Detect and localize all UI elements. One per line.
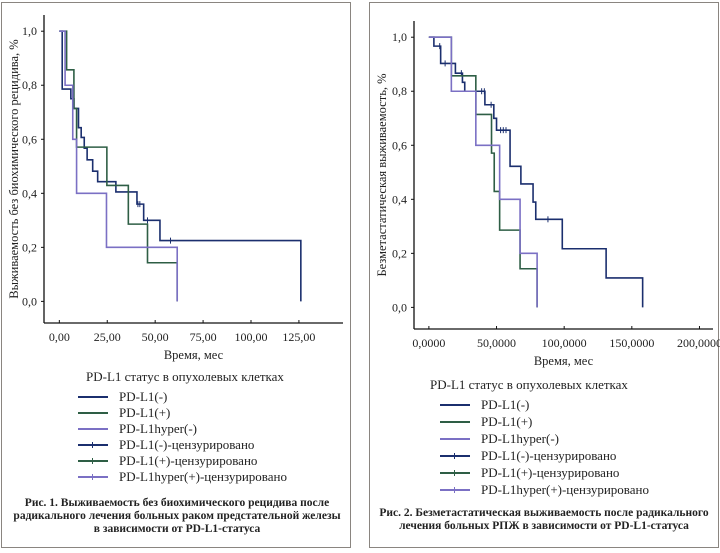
- legend-swatch: [440, 453, 470, 459]
- y-tick-label: 0,2: [22, 240, 37, 254]
- legend-swatch: [78, 474, 108, 480]
- y-tick-label: 0,2: [392, 246, 407, 260]
- figure-caption: Рис. 2. Безметастатическая выживаемость …: [379, 507, 709, 532]
- legend-swatch: [440, 470, 470, 476]
- km-curve-pd-l1-: [59, 30, 179, 302]
- legend-item-pdl1-neg-censored: PD-L1(-)-цензурировано: [440, 448, 616, 464]
- x-tick-label: 75,00: [190, 330, 217, 344]
- figure-caption: Рис. 1. Выживаемость без биохимического …: [13, 497, 341, 535]
- y-tick-label: 0,6: [22, 132, 37, 146]
- y-axis-title: Выживаемость без биохимического рецидива…: [7, 39, 21, 298]
- x-tick-label: 25,00: [94, 330, 121, 344]
- y-tick-label: 1,0: [22, 24, 37, 38]
- figure-2-panel: 0,0 0,2 0,4 0,6 0,8 1,0 0,0000 50,0000 100,0000 1…: [369, 2, 720, 548]
- x-axis-title: Время, мес: [164, 348, 224, 362]
- km-curve-pd-l1hyper-: [59, 30, 179, 302]
- y-tick-label: 0,6: [392, 138, 407, 152]
- y-tick-label: 0,4: [22, 186, 37, 200]
- km-chart-2: 0,0 0,2 0,4 0,6 0,8 1,0 0,0000 50,0000 100,0000 1…: [375, 21, 720, 368]
- legend-swatch: [440, 487, 470, 493]
- legend-swatch: [78, 396, 108, 398]
- y-tick-label: 0,0: [22, 294, 37, 308]
- x-axis-title: Время, мес: [534, 354, 594, 368]
- legend-item-pdl1hyper-neg: PD-L1hyper(-): [440, 431, 559, 447]
- x-tick-label: 200,0000: [677, 336, 720, 350]
- km-curve-pd-l1-: [59, 30, 302, 302]
- legend-item-pdl1-neg: PD-L1(-): [78, 389, 167, 405]
- x-tick-label: 50,00: [142, 330, 169, 344]
- legend-swatch: [78, 458, 108, 464]
- legend-swatch: [78, 412, 108, 414]
- x-tick-label: 100,0000: [542, 336, 587, 350]
- legend-item-pdl1-neg-censored: PD-L1(-)-цензурировано: [78, 437, 254, 453]
- legend-title: PD-L1 статус в опухолевых клетках: [430, 377, 628, 392]
- legend-item-pdl1-pos-censored: PD-L1(+)-цензурировано: [78, 453, 257, 469]
- figure-1-panel: 0,0 0,2 0,4 0,6 0,8 1,0 0,00 25,00 50,00 75,00 100…: [1, 2, 351, 548]
- y-axis-title: Безметастатическая выживаемость, %: [375, 73, 389, 276]
- y-tick-label: 0,8: [22, 78, 37, 92]
- x-tick-label: 100,00: [235, 330, 268, 344]
- km-curve-pd-l1-: [428, 36, 538, 308]
- x-tick-label: 125,00: [282, 330, 315, 344]
- legend-swatch: [78, 428, 108, 430]
- y-tick-label: 0,4: [392, 192, 407, 206]
- legend-swatch: [440, 438, 470, 440]
- legend-item-pdl1-pos: PD-L1(+): [440, 414, 532, 430]
- legend-swatch: [440, 421, 470, 423]
- legend-item-pdl1-pos-censored: PD-L1(+)-цензурировано: [440, 465, 619, 481]
- x-tick-label: 0,0000: [412, 336, 445, 350]
- x-tick-label: 150,0000: [609, 336, 654, 350]
- km-curve-pd-l1hyper-: [428, 36, 538, 308]
- km-chart-1: 0,0 0,2 0,4 0,6 0,8 1,0 0,00 25,00 50,00 75,00 100…: [7, 15, 343, 362]
- km-curve-pd-l1-: [428, 36, 644, 308]
- y-tick-label: 0,0: [392, 300, 407, 314]
- x-tick-label: 50,0000: [477, 336, 516, 350]
- legend-item-pdl1-pos: PD-L1(+): [78, 405, 170, 421]
- legend-item-pdl1hyper-censored: PD-L1hyper(+)-цензурировано: [78, 469, 287, 485]
- y-tick-label: 1,0: [392, 30, 407, 44]
- legend-swatch: [440, 404, 470, 406]
- legend-item-pdl1-neg: PD-L1(-): [440, 397, 529, 413]
- x-tick-label: 0,00: [49, 330, 70, 344]
- legend-item-pdl1hyper-censored: PD-L1hyper(+)-цензурировано: [440, 482, 649, 498]
- legend-title: PD-L1 статус в опухолевых клетках: [86, 369, 284, 384]
- legend-item-pdl1hyper-neg: PD-L1hyper(-): [78, 421, 197, 437]
- y-tick-label: 0,8: [392, 84, 407, 98]
- legend-swatch: [78, 442, 108, 448]
